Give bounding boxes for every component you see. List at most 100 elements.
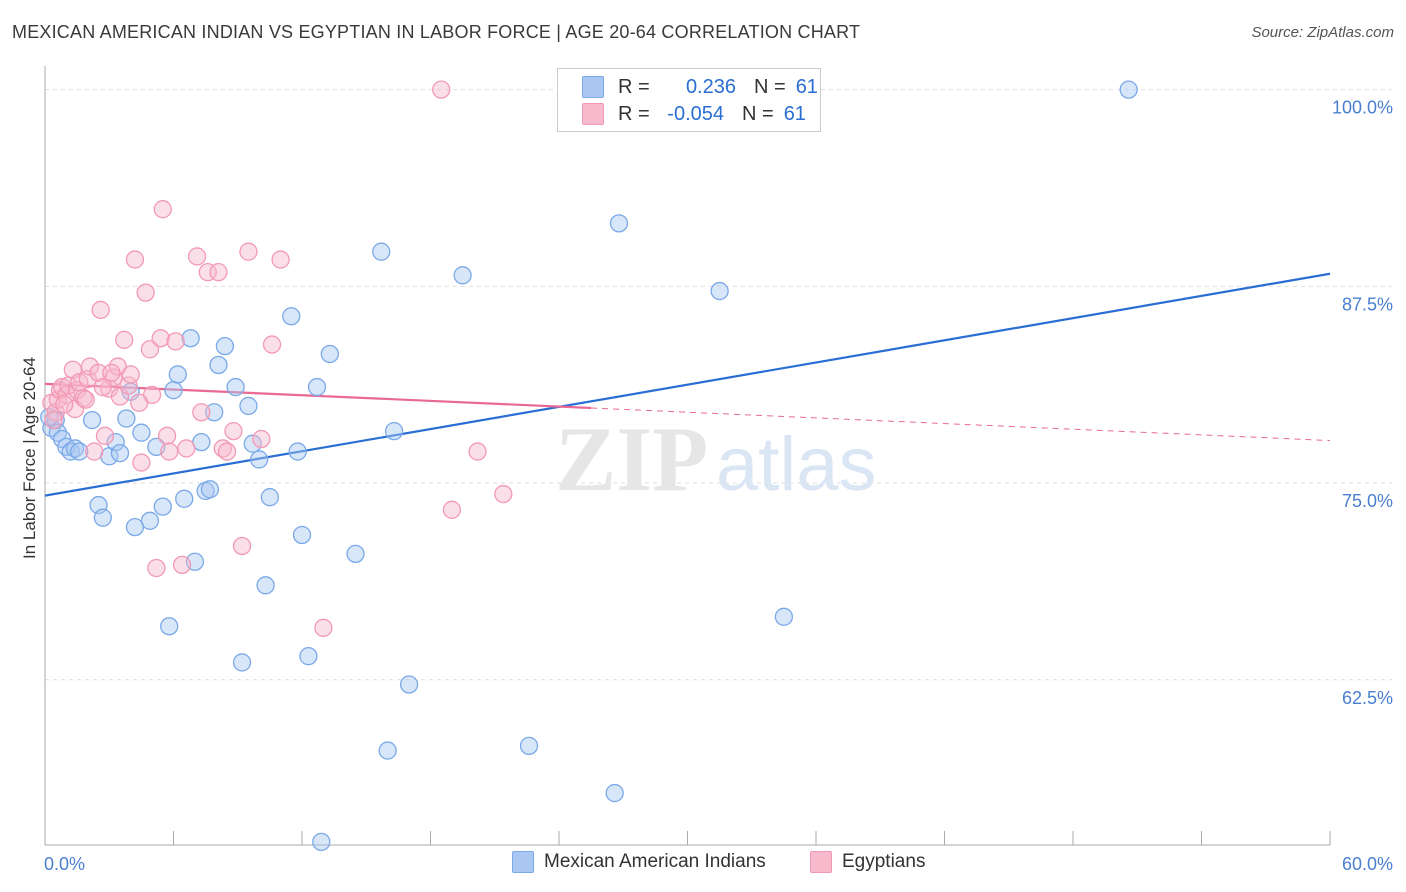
- legend-row-egyptian: R = -0.054 N = 61: [582, 101, 806, 127]
- legend-item-egyptians: Egyptians: [810, 851, 925, 873]
- mexican-point: [226, 377, 245, 397]
- egyptian-point: [172, 555, 192, 575]
- egyptian-point: [119, 376, 138, 395]
- mexican-point: [384, 421, 404, 441]
- gridlines: [45, 89, 1392, 681]
- egyptian-point: [239, 242, 258, 261]
- axes: [44, 66, 1331, 846]
- egyptian-point: [85, 442, 104, 461]
- egyptian-point: [217, 442, 237, 461]
- egyptian-point: [95, 426, 115, 445]
- source-label: Source: ZipAtlas.com: [1251, 24, 1394, 41]
- legend-swatch-blue: [512, 851, 534, 873]
- watermark-zip: ZIP: [555, 408, 708, 510]
- mexican-point: [106, 432, 125, 452]
- mexican-point: [117, 409, 136, 428]
- mexican-point: [307, 377, 327, 397]
- legend-n-label: N =: [742, 102, 774, 125]
- mexican-point: [710, 281, 729, 301]
- mexican-point: [519, 736, 539, 756]
- egyptian-point: [198, 263, 217, 282]
- egyptian-point: [192, 403, 211, 422]
- legend-row-mexican: R = 0.236 N = 61: [582, 74, 818, 100]
- legend-label-egyptians: Egyptians: [842, 851, 926, 872]
- correlation-legend: R = 0.236 N = 61 R = -0.054 N = 61: [557, 68, 821, 132]
- egyptian-point: [177, 439, 196, 458]
- egyptian-point: [166, 332, 185, 351]
- egyptian-point: [262, 335, 282, 354]
- egyptian-point: [147, 558, 166, 578]
- mexican-point: [181, 329, 200, 348]
- mexican-point: [299, 647, 318, 666]
- egyptian-point: [132, 453, 151, 472]
- mexican-point: [453, 266, 472, 285]
- egyptian-point: [160, 442, 179, 461]
- mexican-point: [110, 443, 130, 463]
- mexican-point: [82, 410, 102, 430]
- egyptian-point: [252, 429, 271, 449]
- egyptian-point: [494, 484, 513, 504]
- egyptian-point: [209, 263, 228, 282]
- legend-r-value: -0.054: [667, 102, 724, 125]
- y-tick-label: 100.0%: [1332, 98, 1393, 118]
- mexican-point: [282, 307, 301, 326]
- legend-item-mexican: Mexican American Indians: [512, 851, 766, 873]
- mexican-point: [605, 783, 624, 803]
- egyptian-point: [130, 393, 149, 412]
- mexican-point: [200, 480, 220, 499]
- legend-n-value: 61: [783, 102, 806, 125]
- egyptian-point: [91, 300, 110, 320]
- legend-label-mexican: Mexican American Indians: [544, 851, 766, 872]
- watermark-atlas: atlas: [716, 422, 877, 507]
- mexican-point: [175, 489, 194, 508]
- egyptian-point: [224, 421, 243, 441]
- mexican-point: [1119, 80, 1138, 99]
- mexican-point: [215, 336, 235, 356]
- mexican-point: [609, 214, 629, 233]
- egyptian-point: [44, 410, 63, 430]
- legend-swatch-pink: [582, 103, 604, 125]
- egyptian-point: [442, 500, 462, 519]
- chart-title: MEXICAN AMERICAN INDIAN VS EGYPTIAN IN L…: [12, 22, 861, 42]
- legend-r-label: R =: [618, 75, 650, 98]
- mexican-point: [250, 450, 269, 469]
- egyptian-point: [121, 365, 140, 384]
- mexican-trend-line: [44, 272, 1331, 497]
- legend-r-label: R =: [618, 102, 650, 125]
- mexican-point: [378, 741, 397, 760]
- egyptian-point: [125, 250, 145, 269]
- legend-n-label: N =: [754, 75, 786, 98]
- egyptian-point: [136, 283, 155, 302]
- mexican-point: [70, 442, 89, 461]
- legend-r-value: 0.236: [685, 75, 736, 98]
- mexican-point: [292, 525, 312, 545]
- legend-swatch-pink: [810, 851, 832, 873]
- egyptian-point: [115, 330, 134, 349]
- egyptian-point: [187, 247, 207, 266]
- egyptian-point: [314, 618, 333, 637]
- mexican-point: [153, 497, 172, 516]
- mexican-point: [140, 511, 160, 530]
- egyptian-point: [432, 80, 451, 99]
- egyptian-point: [151, 329, 170, 348]
- egyptian-trend-line-dashed: [591, 407, 1331, 442]
- mexican-point: [372, 242, 391, 261]
- legend-n-value: 61: [795, 75, 818, 98]
- data-points: [40, 80, 1138, 852]
- x-tick-labels: 0.0% 60.0%: [44, 854, 1393, 874]
- mexican-point: [312, 832, 331, 852]
- egyptian-point: [76, 390, 95, 409]
- y-tick-label: 75.0%: [1342, 491, 1393, 511]
- legend-swatch-blue: [582, 76, 604, 98]
- egyptian-point: [157, 426, 177, 445]
- x-tick-label: 60.0%: [1342, 854, 1393, 874]
- mexican-point: [168, 365, 187, 384]
- mexican-point: [288, 442, 307, 461]
- egyptian-point: [232, 536, 252, 556]
- mexican-point: [232, 653, 252, 672]
- y-tick-label: 87.5%: [1342, 294, 1393, 314]
- egyptian-point: [468, 442, 487, 461]
- y-tick-label: 62.5%: [1342, 688, 1393, 708]
- mexican-point: [164, 381, 183, 400]
